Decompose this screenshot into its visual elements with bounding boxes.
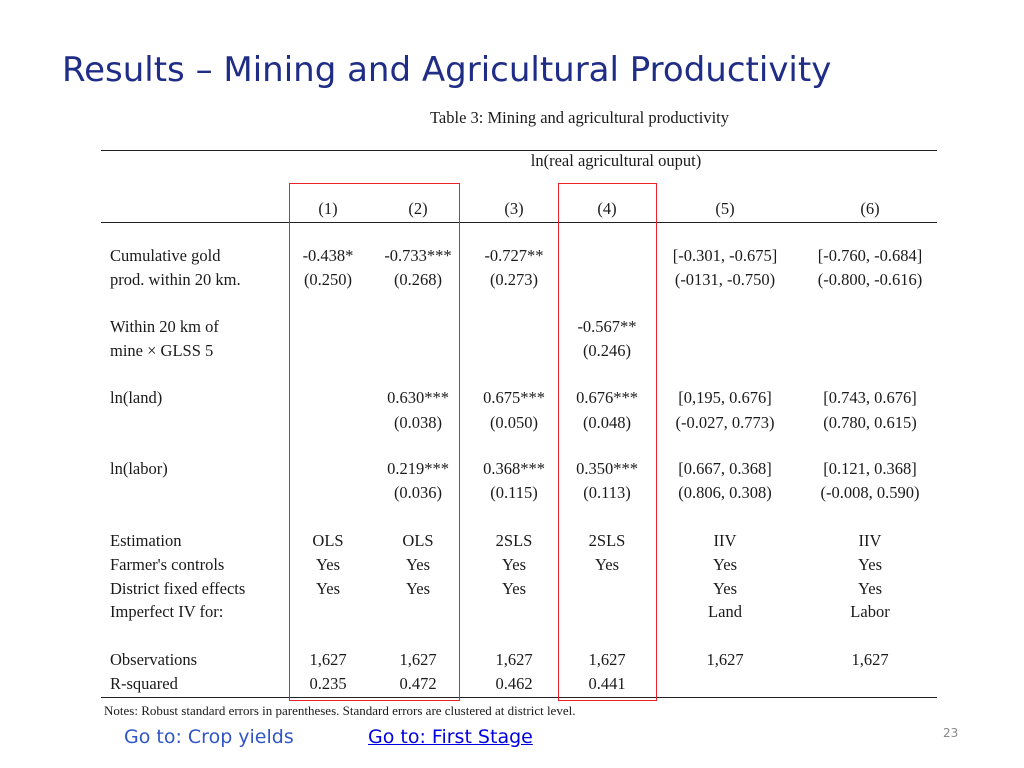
column-header-4: (4) [597,199,617,218]
land-coef-4: 0.676*** [576,388,638,407]
table-caption: Table 3: Mining and agricultural product… [430,108,729,127]
first-stage-link[interactable]: Go to: First Stage [368,726,533,748]
bottom-rule [101,697,937,698]
observations-2: 1,627 [399,650,437,669]
labor-coef-2: 0.219*** [387,459,449,478]
row-label-labor: ln(labor) [110,459,168,478]
top-rule [101,150,937,151]
gold-se-1: (0.250) [303,270,353,289]
observations-1: 1,627 [309,650,347,669]
highlight-box-columns-1-2 [289,183,460,701]
estimation-6: IIV [858,531,882,550]
column-header-6: (6) [860,199,880,218]
controls-3: Yes [501,555,527,574]
dependent-variable-header: ln(real agricultural ouput) [530,151,702,170]
gold-se-2: (0.268) [393,270,443,289]
within-coef-4: -0.567** [577,317,637,336]
rsquared-1: 0.235 [309,674,347,693]
land-se-6: (0.780, 0.615) [823,413,917,432]
district-1: Yes [315,579,341,598]
table-notes: Notes: Robust standard errors in parenth… [104,703,576,718]
column-header-1: (1) [318,199,338,218]
observations-5: 1,627 [706,650,744,669]
gold-coef-6: [-0.760, -0.684] [817,246,923,265]
labor-se-5: (0.806, 0.308) [678,483,772,502]
land-se-5: (-0.027, 0.773) [675,413,775,432]
header-rule [101,222,937,223]
labor-coef-6: [0.121, 0.368] [823,459,917,478]
slide-title: Results – Mining and Agricultural Produc… [62,50,832,90]
gold-coef-2: -0.733*** [384,246,452,265]
rsquared-3: 0.462 [495,674,533,693]
district-2: Yes [405,579,431,598]
land-coef-6: [0.743, 0.676] [823,388,917,407]
labor-coef-3: 0.368*** [483,459,545,478]
controls-2: Yes [405,555,431,574]
land-coef-3: 0.675*** [483,388,545,407]
land-se-4: (0.048) [582,413,632,432]
observations-6: 1,627 [851,650,889,669]
labor-coef-4: 0.350*** [576,459,638,478]
observations-4: 1,627 [588,650,626,669]
crop-yields-link[interactable]: Go to: Crop yields [124,726,294,748]
column-header-3: (3) [504,199,524,218]
row-label-land: ln(land) [110,388,163,407]
estimation-4: 2SLS [588,531,626,550]
rsquared-2: 0.472 [399,674,437,693]
gold-se-3: (0.273) [489,270,539,289]
district-6: Yes [857,579,883,598]
row-label-imperfect: Imperfect IV for: [110,602,224,621]
controls-5: Yes [712,555,738,574]
imperfect-5: Land [708,602,742,621]
row-label-district: District fixed effects [110,579,246,598]
land-se-3: (0.050) [489,413,539,432]
labor-se-3: (0.115) [490,483,538,502]
gold-se-5: (-0131, -0.750) [674,270,776,289]
labor-se-4: (0.113) [583,483,631,502]
row-label-within-line2: mine × GLSS 5 [110,341,214,360]
row-label-estimation: Estimation [110,531,182,550]
row-label-gold-line2: prod. within 20 km. [110,270,241,289]
column-header-2: (2) [408,199,428,218]
controls-6: Yes [857,555,883,574]
row-label-gold-line1: Cumulative gold [110,246,221,265]
within-se-4: (0.246) [582,341,632,360]
gold-coef-5: [-0.301, -0.675] [672,246,778,265]
row-label-controls: Farmer's controls [110,555,225,574]
gold-se-6: (-0.800, -0.616) [817,270,923,289]
controls-4: Yes [594,555,620,574]
labor-se-6: (-0.008, 0.590) [820,483,920,502]
estimation-3: 2SLS [495,531,533,550]
estimation-5: IIV [713,531,737,550]
district-3: Yes [501,579,527,598]
row-label-within-line1: Within 20 km of [110,317,219,336]
column-header-5: (5) [715,199,735,218]
land-coef-5: [0,195, 0.676] [678,388,772,407]
page-number: 23 [943,726,959,740]
labor-se-2: (0.036) [393,483,443,502]
highlight-box-column-4 [558,183,657,701]
row-label-observations: Observations [110,650,198,669]
rsquared-4: 0.441 [588,674,626,693]
estimation-1: OLS [312,531,344,550]
controls-1: Yes [315,555,341,574]
imperfect-6: Labor [850,602,890,621]
row-label-rsquared: R-squared [110,674,178,693]
gold-coef-3: -0.727** [484,246,544,265]
district-5: Yes [712,579,738,598]
land-coef-2: 0.630*** [387,388,449,407]
labor-coef-5: [0.667, 0.368] [678,459,772,478]
observations-3: 1,627 [495,650,533,669]
estimation-2: OLS [402,531,434,550]
land-se-2: (0.038) [393,413,443,432]
gold-coef-1: -0.438* [302,246,354,265]
